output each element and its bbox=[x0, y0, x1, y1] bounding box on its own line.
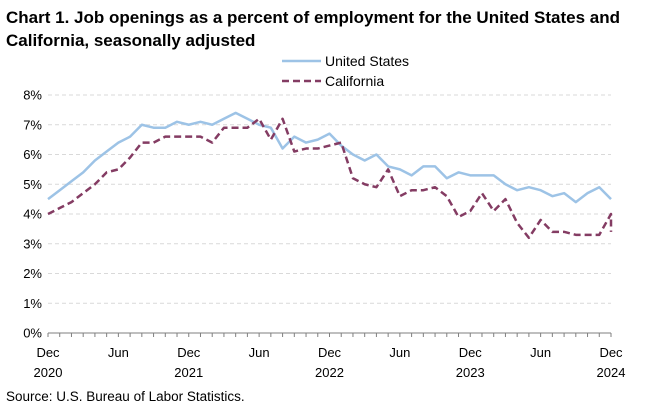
series-line-california bbox=[47, 117, 613, 240]
chart-title: Chart 1. Job openings as a percent of em… bbox=[6, 8, 620, 50]
x-tick-label: Dec bbox=[599, 345, 623, 360]
x-tick-label: Jun bbox=[530, 345, 551, 360]
x-tick-label: Jun bbox=[108, 345, 129, 360]
x-tick-label: Jun bbox=[389, 345, 410, 360]
x-tick-year-label: 2023 bbox=[456, 365, 485, 380]
y-tick-label: 7% bbox=[23, 117, 42, 132]
x-tick-year-label: 2022 bbox=[315, 365, 344, 380]
x-tick-label: Dec bbox=[318, 345, 342, 360]
x-tick-label: Jun bbox=[249, 345, 270, 360]
x-tick-year-label: 2020 bbox=[34, 365, 63, 380]
legend-label: California bbox=[325, 73, 384, 89]
y-tick-label: 1% bbox=[23, 296, 42, 311]
y-tick-label: 4% bbox=[23, 207, 42, 222]
y-tick-label: 5% bbox=[23, 177, 42, 192]
y-axis-ticks: 0% 1% 2% 3% 4% 5% 6% 7% 8% bbox=[23, 88, 42, 341]
y-tick-label: 2% bbox=[23, 266, 42, 281]
y-tick-label: 0% bbox=[23, 326, 42, 341]
x-tick-label: Dec bbox=[459, 345, 483, 360]
legend-label: United States bbox=[325, 53, 409, 69]
y-tick-label: 3% bbox=[23, 236, 42, 251]
x-tick-label: Dec bbox=[36, 345, 60, 360]
legend: United States California bbox=[282, 53, 409, 89]
series-lines bbox=[47, 111, 613, 240]
x-tick-year-label: 2024 bbox=[597, 365, 626, 380]
x-tick-year-label: 2021 bbox=[174, 365, 203, 380]
y-tick-label: 8% bbox=[23, 88, 42, 103]
gridlines bbox=[48, 94, 611, 304]
source-note: Source: U.S. Bureau of Labor Statistics. bbox=[6, 389, 245, 404]
axes bbox=[47, 332, 612, 337]
y-tick-label: 6% bbox=[23, 147, 42, 162]
x-tick-label: Dec bbox=[177, 345, 201, 360]
x-axis-ticks: Dec 2020 Jun Dec 2021 Jun Dec 2022 Jun Dec 2023 Jun… bbox=[34, 345, 626, 380]
series-line-united-states bbox=[47, 111, 612, 204]
